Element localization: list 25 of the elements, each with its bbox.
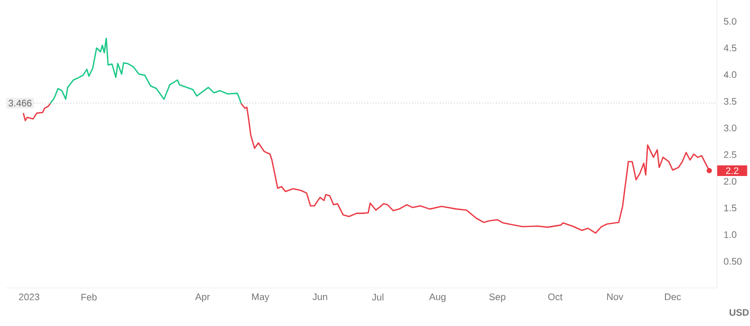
x-tick-label: Dec [665, 294, 681, 300]
y-tick-label: 2.5 [724, 151, 736, 158]
y-tick-label: 3.5 [724, 98, 736, 105]
x-tick-label: Aug [429, 294, 446, 302]
y-tick-label: 4.5 [724, 44, 736, 52]
line-series [50, 38, 242, 104]
y-tick-label: 0.50 [724, 258, 742, 265]
x-tick-label: Feb [81, 294, 97, 300]
y-tick-label: 5.0 [724, 18, 736, 25]
x-tick-label: May [252, 294, 270, 302]
y-tick-label: 2.0 [724, 178, 736, 185]
x-tick-label: Sep [489, 294, 506, 302]
y-tick-label: 3.0 [724, 124, 736, 132]
x-tick-label: Oct [548, 294, 562, 300]
y-axis-title: USD [730, 309, 749, 316]
annotation: 2.2 [726, 167, 738, 174]
x-tick-label: Jun [312, 294, 328, 300]
y-tick-label: 1.0 [724, 231, 736, 238]
ref-line-label: 3.466 [8, 100, 32, 107]
x-tick-label: Jul [372, 294, 384, 300]
x-tick-label: Nov [607, 294, 624, 300]
y-tick-label: 1.5 [724, 204, 736, 212]
y-tick-label: 4.0 [724, 71, 736, 78]
x-tick-label: Apr [195, 294, 210, 302]
x-tick-label: 2023 [19, 294, 40, 300]
